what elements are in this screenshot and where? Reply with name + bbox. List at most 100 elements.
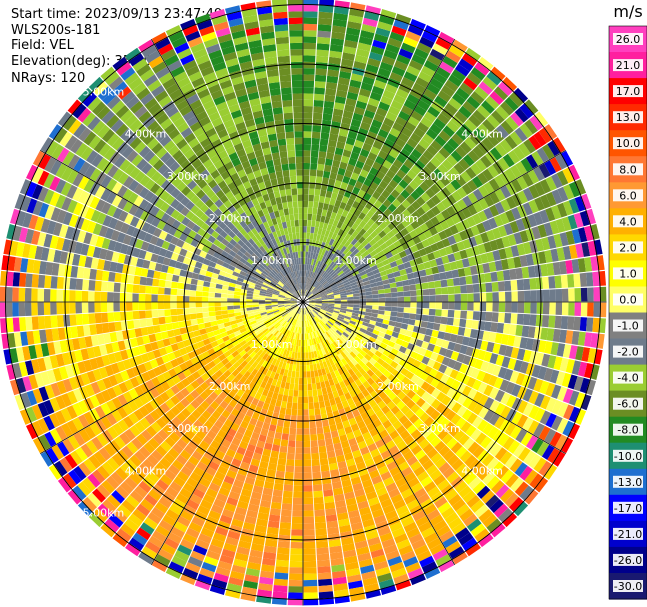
velocity-gate bbox=[593, 302, 601, 317]
velocity-gate bbox=[359, 88, 371, 98]
velocity-gate bbox=[300, 320, 302, 328]
velocity-gate bbox=[451, 269, 460, 278]
velocity-gate bbox=[568, 198, 580, 214]
velocity-gate bbox=[528, 454, 542, 469]
velocity-gate bbox=[209, 316, 217, 322]
velocity-gate bbox=[309, 286, 315, 292]
velocity-gate bbox=[358, 558, 373, 568]
velocity-gate bbox=[344, 491, 355, 500]
velocity-gate bbox=[305, 307, 309, 314]
velocity-gate bbox=[483, 194, 495, 207]
velocity-gate bbox=[274, 431, 282, 440]
velocity-gate bbox=[350, 281, 358, 287]
velocity-gate bbox=[353, 307, 360, 311]
velocity-gate bbox=[145, 294, 152, 302]
velocity-gate bbox=[315, 220, 320, 228]
velocity-gate bbox=[311, 311, 316, 317]
velocity-gate bbox=[367, 97, 380, 108]
velocity-gate bbox=[153, 325, 161, 334]
velocity-gate bbox=[332, 436, 341, 445]
velocity-gate bbox=[395, 13, 412, 25]
velocity-gate bbox=[303, 238, 307, 246]
velocity-gate bbox=[380, 123, 392, 133]
velocity-gate bbox=[404, 302, 411, 308]
velocity-gate bbox=[311, 265, 315, 272]
velocity-gate bbox=[316, 170, 324, 178]
velocity-gate bbox=[395, 116, 407, 127]
velocity-gate bbox=[304, 283, 306, 290]
velocity-gate bbox=[527, 265, 536, 278]
velocity-gate bbox=[361, 260, 369, 268]
velocity-gate bbox=[468, 458, 482, 472]
velocity-gate bbox=[486, 292, 493, 302]
velocity-gate bbox=[295, 332, 298, 340]
velocity-gate bbox=[271, 444, 280, 452]
velocity-gate bbox=[75, 290, 82, 302]
velocity-gate bbox=[332, 205, 340, 214]
velocity-gate bbox=[453, 232, 463, 243]
velocity-gate bbox=[316, 314, 322, 320]
velocity-gate bbox=[345, 497, 357, 506]
velocity-gate bbox=[381, 55, 396, 66]
velocity-gate bbox=[505, 116, 519, 131]
velocity-gate bbox=[317, 227, 323, 235]
velocity-gate bbox=[329, 424, 338, 432]
velocity-gate bbox=[366, 257, 375, 264]
velocity-gate bbox=[417, 422, 428, 434]
velocity-gate bbox=[510, 313, 518, 324]
velocity-gate bbox=[335, 500, 346, 508]
velocity-gate bbox=[441, 255, 450, 265]
velocity-gate bbox=[379, 254, 388, 262]
velocity-gate bbox=[497, 366, 508, 379]
velocity-gate bbox=[322, 316, 329, 322]
velocity-gate bbox=[310, 156, 318, 164]
velocity-gate bbox=[470, 163, 482, 176]
velocity-gate bbox=[303, 289, 305, 296]
velocity-gate bbox=[165, 323, 174, 331]
velocity-gate bbox=[378, 578, 395, 589]
velocity-gate bbox=[472, 109, 486, 123]
velocity-gate bbox=[434, 496, 448, 509]
velocity-gate bbox=[138, 293, 146, 302]
velocity-gate bbox=[357, 420, 366, 429]
velocity-gate bbox=[319, 597, 335, 605]
velocity-gate bbox=[418, 154, 430, 166]
velocity-gate bbox=[275, 399, 282, 408]
velocity-gate bbox=[396, 153, 407, 164]
velocity-gate bbox=[325, 82, 338, 90]
velocity-gate bbox=[328, 279, 335, 285]
velocity-gate bbox=[379, 532, 394, 543]
velocity-gate bbox=[353, 209, 362, 218]
velocity-gate bbox=[37, 288, 45, 302]
velocity-gate bbox=[363, 192, 372, 202]
velocity-gate bbox=[499, 451, 513, 465]
velocity-gate bbox=[397, 263, 406, 271]
velocity-gate bbox=[308, 304, 315, 307]
velocity-gate bbox=[309, 300, 316, 302]
velocity-gate bbox=[338, 272, 346, 278]
velocity-gate bbox=[359, 446, 370, 456]
velocity-gate bbox=[547, 140, 560, 157]
velocity-gate bbox=[352, 200, 360, 209]
velocity-gate bbox=[330, 430, 339, 438]
velocity-gate bbox=[517, 400, 528, 414]
velocity-gate bbox=[348, 509, 360, 519]
velocity-gate bbox=[305, 314, 308, 321]
velocity-gate bbox=[334, 102, 345, 111]
velocity-gate bbox=[344, 392, 352, 401]
velocity-gate bbox=[402, 318, 410, 325]
velocity-gate bbox=[387, 391, 397, 401]
velocity-gate bbox=[459, 123, 473, 137]
velocity-gate bbox=[547, 355, 557, 369]
velocity-gate bbox=[477, 467, 491, 481]
velocity-gate bbox=[430, 156, 442, 168]
velocity-gate bbox=[303, 314, 305, 321]
velocity-gate bbox=[315, 300, 322, 302]
velocity-gate bbox=[377, 194, 387, 204]
velocity-gate bbox=[353, 273, 361, 279]
velocity-gate bbox=[424, 25, 441, 37]
velocity-gate bbox=[315, 304, 322, 306]
velocity-gate bbox=[377, 150, 388, 160]
velocity-gate bbox=[426, 537, 442, 550]
velocity-gate bbox=[138, 310, 146, 319]
